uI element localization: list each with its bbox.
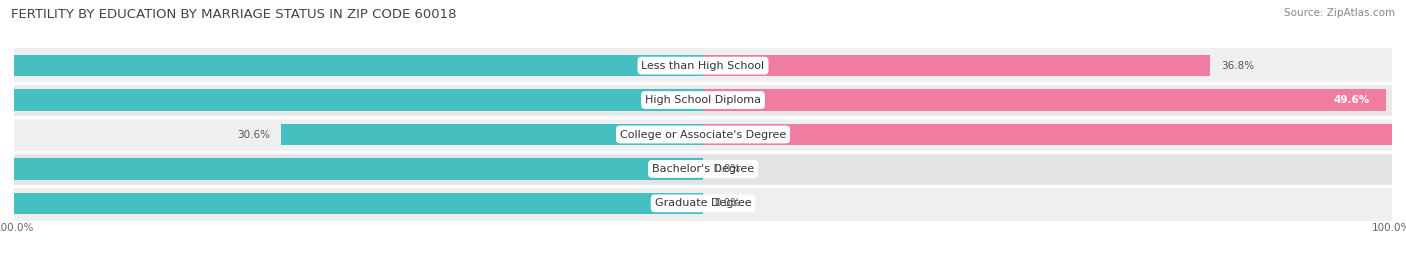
Bar (14, 186, 1392, 221)
Text: 0.0%: 0.0% (714, 164, 741, 174)
Text: Source: ZipAtlas.com: Source: ZipAtlas.com (1284, 8, 1395, 18)
Bar (703, 55, 1211, 76)
Bar (0, 55, 703, 76)
Bar (281, 124, 703, 145)
Text: High School Diploma: High School Diploma (645, 95, 761, 105)
Text: Less than High School: Less than High School (641, 61, 765, 71)
Bar (14, 117, 1392, 152)
Text: 36.8%: 36.8% (1220, 61, 1254, 71)
Bar (14, 152, 1392, 186)
Text: Bachelor's Degree: Bachelor's Degree (652, 164, 754, 174)
Text: 49.6%: 49.6% (1334, 95, 1369, 105)
Bar (0, 158, 703, 180)
Text: 0.0%: 0.0% (714, 198, 741, 208)
Text: FERTILITY BY EDUCATION BY MARRIAGE STATUS IN ZIP CODE 60018: FERTILITY BY EDUCATION BY MARRIAGE STATU… (11, 8, 457, 21)
Bar (703, 89, 1386, 111)
Text: 30.6%: 30.6% (238, 129, 270, 140)
Bar (8, 89, 703, 111)
Bar (14, 83, 1392, 117)
Text: College or Associate's Degree: College or Associate's Degree (620, 129, 786, 140)
Text: Graduate Degree: Graduate Degree (655, 198, 751, 208)
Bar (14, 48, 1392, 83)
Bar (703, 124, 1406, 145)
Bar (0, 193, 703, 214)
